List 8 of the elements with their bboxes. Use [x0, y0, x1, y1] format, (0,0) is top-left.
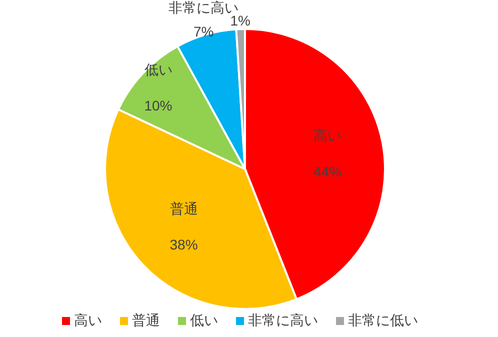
- text: 高い 44%: [313, 127, 342, 180]
- legend-label: 普通: [132, 312, 160, 328]
- legend-label: 低い: [190, 312, 218, 328]
- legend-label: 非常に低い: [348, 312, 418, 328]
- legend-label: 高い: [74, 312, 102, 328]
- text: 普通 38%: [170, 200, 198, 252]
- data-label: 1%: [230, 12, 250, 29]
- legend-label: 非常に高い: [248, 312, 318, 328]
